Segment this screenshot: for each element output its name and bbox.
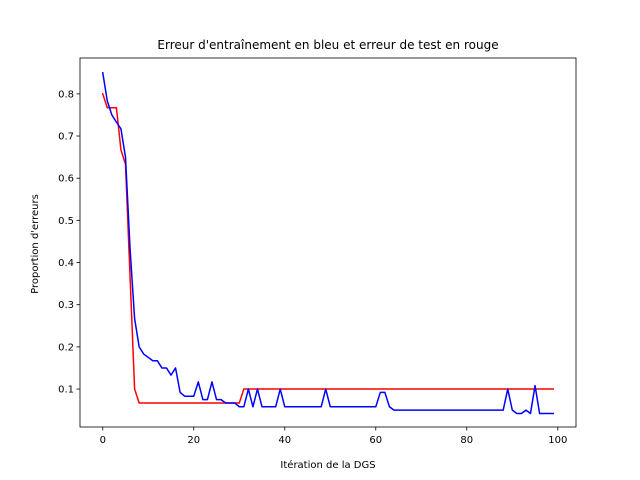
y-tick-label: 0.6: [58, 174, 74, 185]
series-line-0: [101, 92, 554, 404]
axes-frame: [79, 57, 577, 428]
x-tick-label: 80: [460, 435, 473, 446]
chart-title: Erreur d'entraînement en bleu et erreur …: [157, 38, 498, 52]
x-tick-label: 100: [548, 435, 567, 446]
y-tick-label: 0.5: [58, 216, 74, 227]
y-tick-label: 0.4: [58, 258, 74, 269]
x-tick-label: 20: [187, 435, 200, 446]
x-tick-label: 0: [100, 435, 106, 446]
x-tick-label: 40: [278, 435, 291, 446]
x-tick-label: 60: [369, 435, 382, 446]
y-tick-label: 0.8: [58, 89, 74, 100]
y-axis-label: Proportion d'erreurs: [30, 194, 41, 294]
series-line-1: [101, 71, 554, 415]
y-tick-label: 0.7: [58, 132, 74, 143]
x-axis-label: Itération de la DGS: [280, 459, 375, 471]
y-tick-label: 0.3: [58, 300, 74, 311]
y-tick-label: 0.1: [58, 385, 74, 396]
y-tick-label: 0.2: [58, 342, 74, 353]
plot-area: 0 20 40 60 80 100 0.1 0.2 0.3 0.4 0.5 0.6 0.7 0.8: [58, 57, 577, 446]
